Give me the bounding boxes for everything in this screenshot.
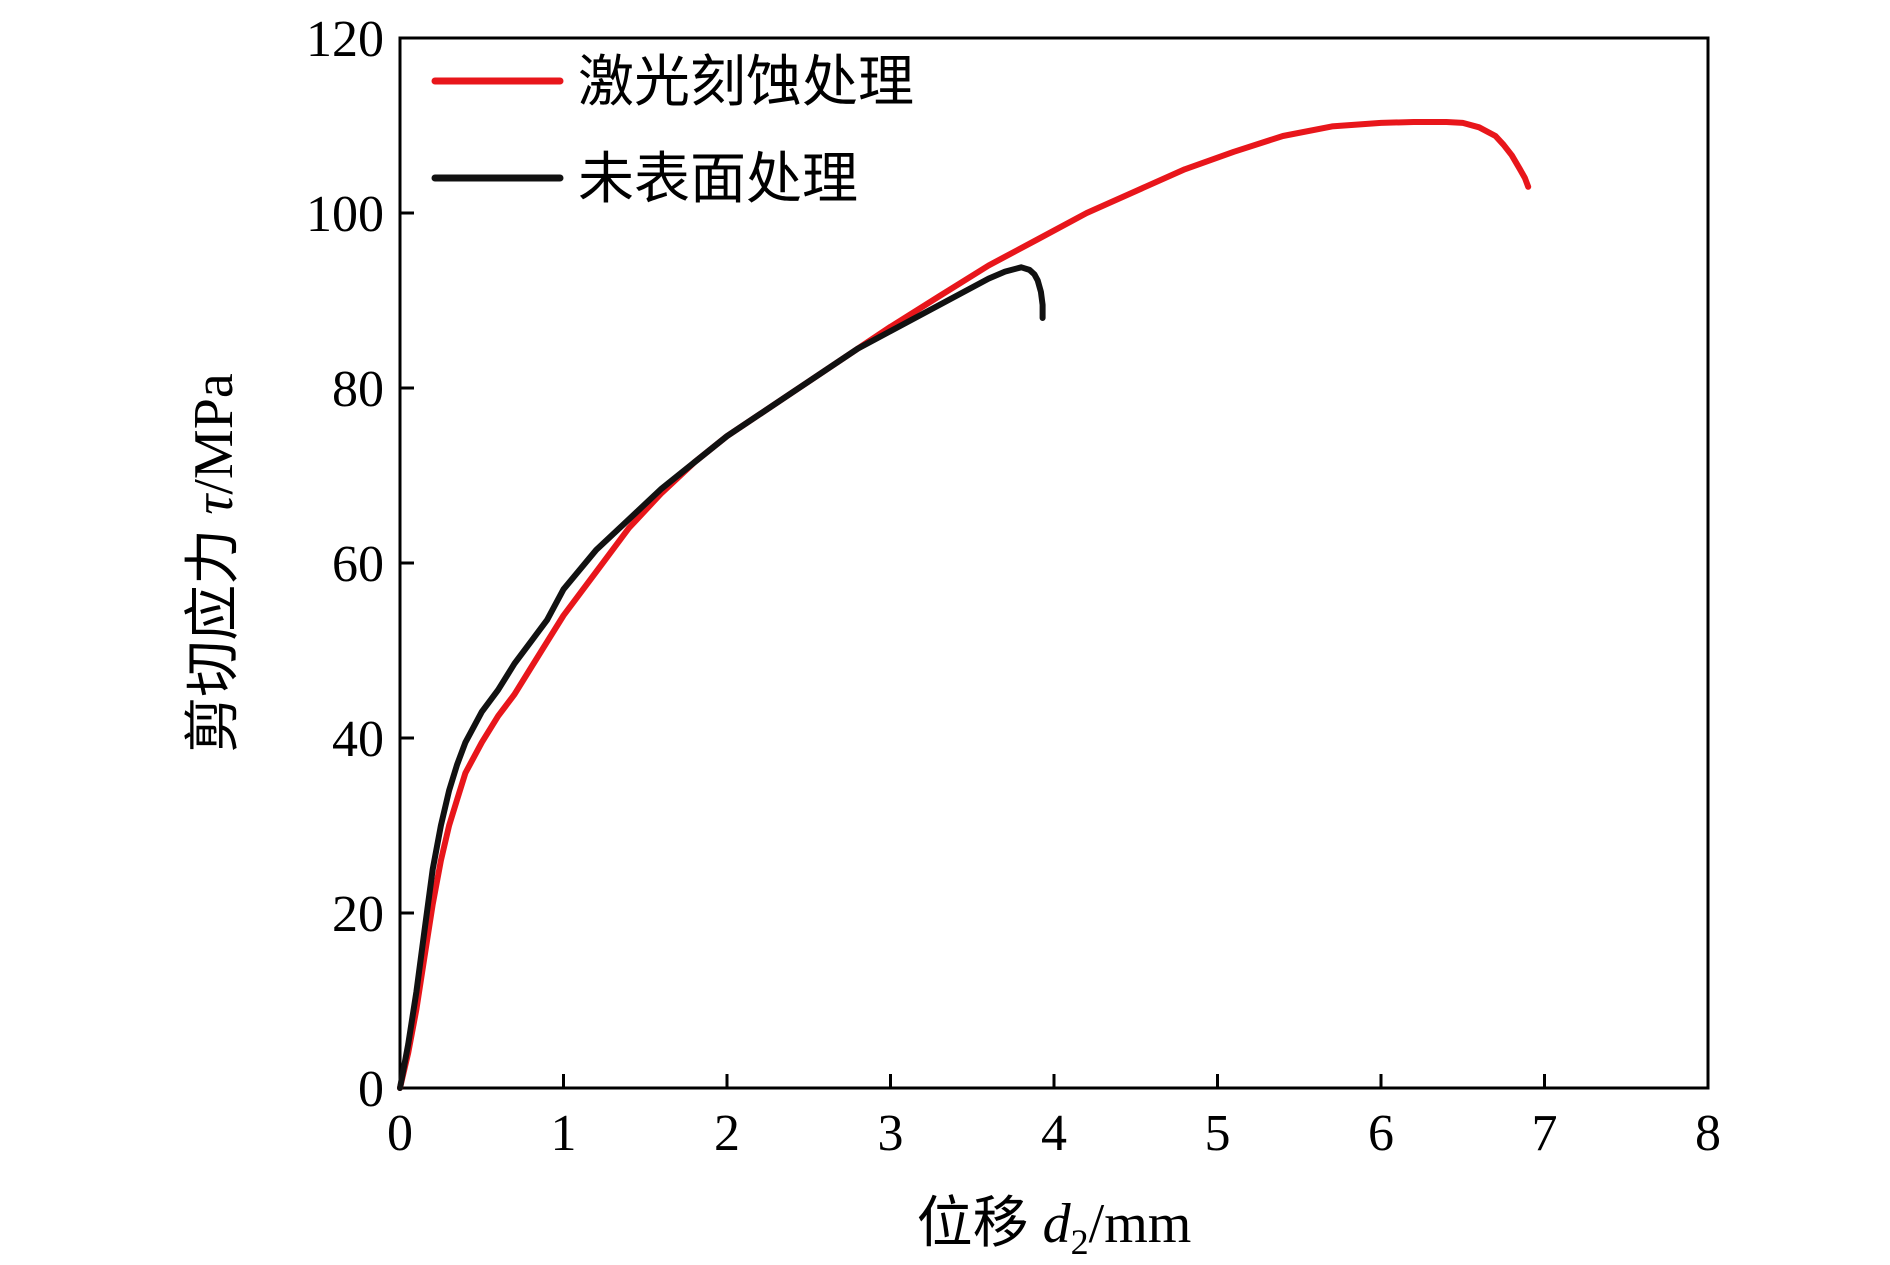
- x-axis-title: 位移 d2/mm: [917, 1193, 1192, 1262]
- y-axis-title-prefix: 剪切应力: [183, 515, 245, 753]
- x-tick-label: 6: [1368, 1105, 1394, 1162]
- y-axis-ticks: 0 20 40 60 80 100 120: [306, 11, 414, 1118]
- legend-label-untreated: 未表面处理: [578, 149, 858, 211]
- y-tick-label: 120: [306, 11, 384, 68]
- x-tick-label: 8: [1695, 1105, 1721, 1162]
- x-tick-label: 3: [878, 1105, 904, 1162]
- x-axis-ticks: 0 1 2 3 4 5 6 7 8: [387, 1074, 1721, 1162]
- series-layer: [397, 119, 1532, 1091]
- x-tick-label: 2: [714, 1105, 740, 1162]
- series-line-untreated: [397, 264, 1046, 1091]
- x-tick-label: 5: [1205, 1105, 1231, 1162]
- legend-label-laser-etched: 激光刻蚀处理: [578, 52, 914, 114]
- y-axis-title-unit: /MPa: [183, 373, 245, 494]
- y-axis-title: 剪切应力 τ/MPa: [183, 373, 245, 753]
- x-axis-title-prefix: 位移: [917, 1193, 1043, 1255]
- x-tick-label: 1: [551, 1105, 577, 1162]
- y-axis-title-variable: τ: [183, 493, 245, 515]
- x-axis-title-unit: /mm: [1089, 1193, 1192, 1255]
- x-tick-label: 7: [1532, 1105, 1558, 1162]
- y-tick-label: 20: [332, 886, 384, 943]
- y-tick-label: 60: [332, 536, 384, 593]
- x-axis-title-variable: d: [1043, 1193, 1072, 1255]
- legend: 激光刻蚀处理 未表面处理: [431, 52, 914, 211]
- y-tick-label: 40: [332, 711, 384, 768]
- x-tick-label: 0: [387, 1105, 413, 1162]
- y-tick-label: 80: [332, 361, 384, 418]
- y-tick-label: 0: [358, 1061, 384, 1118]
- x-tick-label: 4: [1041, 1105, 1067, 1162]
- y-tick-label: 100: [306, 186, 384, 243]
- series-line-laser-etched: [397, 119, 1532, 1091]
- x-axis-title-subscript: 2: [1071, 1222, 1089, 1262]
